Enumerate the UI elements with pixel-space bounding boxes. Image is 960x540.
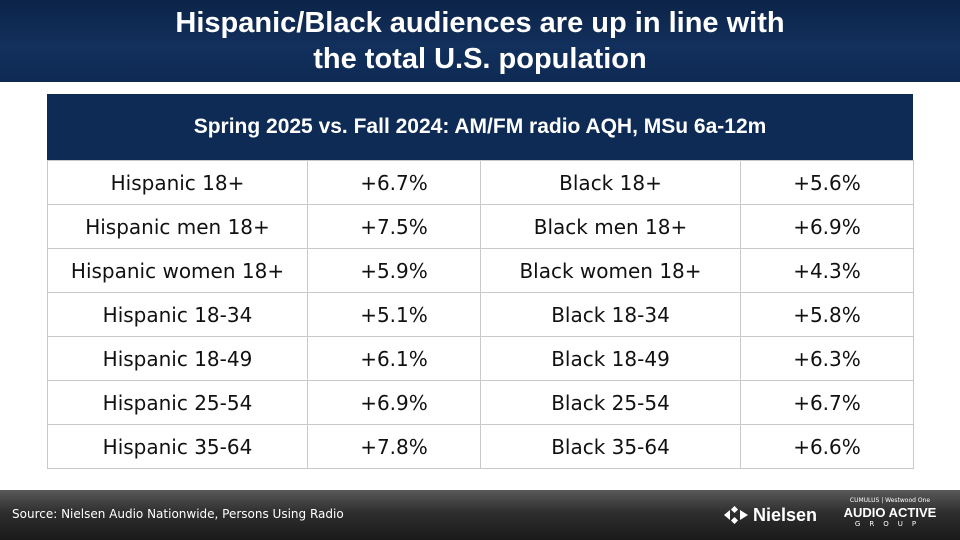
data-table: Hispanic 18+ +6.7% Black 18+ +5.6% Hispanic … <box>47 160 914 469</box>
audio-active-group-logo: CUMULUS | Westwood One AUDIO ACTIVE GROU… <box>838 497 942 529</box>
slide-title: Hispanic/Black audiences are up in line … <box>0 5 960 77</box>
nielsen-logo-text: Nielsen <box>753 504 818 525</box>
hispanic-value-cell: +6.1% <box>307 336 481 381</box>
title-bar: Hispanic/Black audiences are up in line … <box>0 0 960 82</box>
hispanic-label-cell: Hispanic 18-34 <box>47 292 308 337</box>
black-value-cell: +6.7% <box>740 380 914 425</box>
nielsen-logo: Nielsen <box>724 503 817 527</box>
black-value-cell: +6.3% <box>740 336 914 381</box>
black-value-cell: +4.3% <box>740 248 914 293</box>
table-row: Hispanic 35-64 +7.8% Black 35-64 +6.6% <box>47 424 914 469</box>
black-value-cell: +6.6% <box>740 424 914 469</box>
hispanic-value-cell: +7.8% <box>307 424 481 469</box>
aag-top-line: CUMULUS | Westwood One <box>849 497 931 504</box>
black-value-cell: +6.9% <box>740 204 914 249</box>
hispanic-label-cell: Hispanic 18-49 <box>47 336 308 381</box>
black-label-cell: Black 25-54 <box>480 380 741 425</box>
nielsen-mark-icon <box>724 506 748 524</box>
source-note: Source: Nielsen Audio Nationwide, Person… <box>12 507 344 521</box>
aag-group-line: GROUP <box>854 520 926 528</box>
black-label-cell: Black 18+ <box>480 160 741 205</box>
hispanic-value-cell: +5.1% <box>307 292 481 337</box>
slide-title-line-2: the total U.S. population <box>313 43 647 75</box>
table-header: Spring 2025 vs. Fall 2024: AM/FM radio A… <box>47 94 913 160</box>
black-label-cell: Black 18-49 <box>480 336 741 381</box>
comparison-table: Spring 2025 vs. Fall 2024: AM/FM radio A… <box>47 94 914 469</box>
hispanic-label-cell: Hispanic men 18+ <box>47 204 308 249</box>
black-label-cell: Black men 18+ <box>480 204 741 249</box>
table-row: Hispanic women 18+ +5.9% Black women 18+ +4… <box>47 248 914 293</box>
black-value-cell: +5.8% <box>740 292 914 337</box>
black-label-cell: Black women 18+ <box>480 248 741 293</box>
black-label-cell: Black 35-64 <box>480 424 741 469</box>
black-value-cell: +5.6% <box>740 160 914 205</box>
hispanic-value-cell: +6.9% <box>307 380 481 425</box>
hispanic-label-cell: Hispanic 25-54 <box>47 380 308 425</box>
footer-bar: Source: Nielsen Audio Nationwide, Person… <box>0 490 960 540</box>
table-row: Hispanic 18-34 +5.1% Black 18-34 +5.8% <box>47 292 914 337</box>
aag-main-line: AUDIO ACTIVE <box>843 505 937 520</box>
hispanic-value-cell: +7.5% <box>307 204 481 249</box>
table-row: Hispanic men 18+ +7.5% Black men 18+ +6.9% <box>47 204 914 249</box>
hispanic-value-cell: +6.7% <box>307 160 481 205</box>
table-row: Hispanic 25-54 +6.9% Black 25-54 +6.7% <box>47 380 914 425</box>
table-row: Hispanic 18-49 +6.1% Black 18-49 +6.3% <box>47 336 914 381</box>
hispanic-label-cell: Hispanic 18+ <box>47 160 308 205</box>
black-label-cell: Black 18-34 <box>480 292 741 337</box>
slide-title-line-1: Hispanic/Black audiences are up in line … <box>175 7 785 39</box>
hispanic-value-cell: +5.9% <box>307 248 481 293</box>
table-row: Hispanic 18+ +6.7% Black 18+ +5.6% <box>47 160 914 205</box>
hispanic-label-cell: Hispanic 35-64 <box>47 424 308 469</box>
hispanic-label-cell: Hispanic women 18+ <box>47 248 308 293</box>
